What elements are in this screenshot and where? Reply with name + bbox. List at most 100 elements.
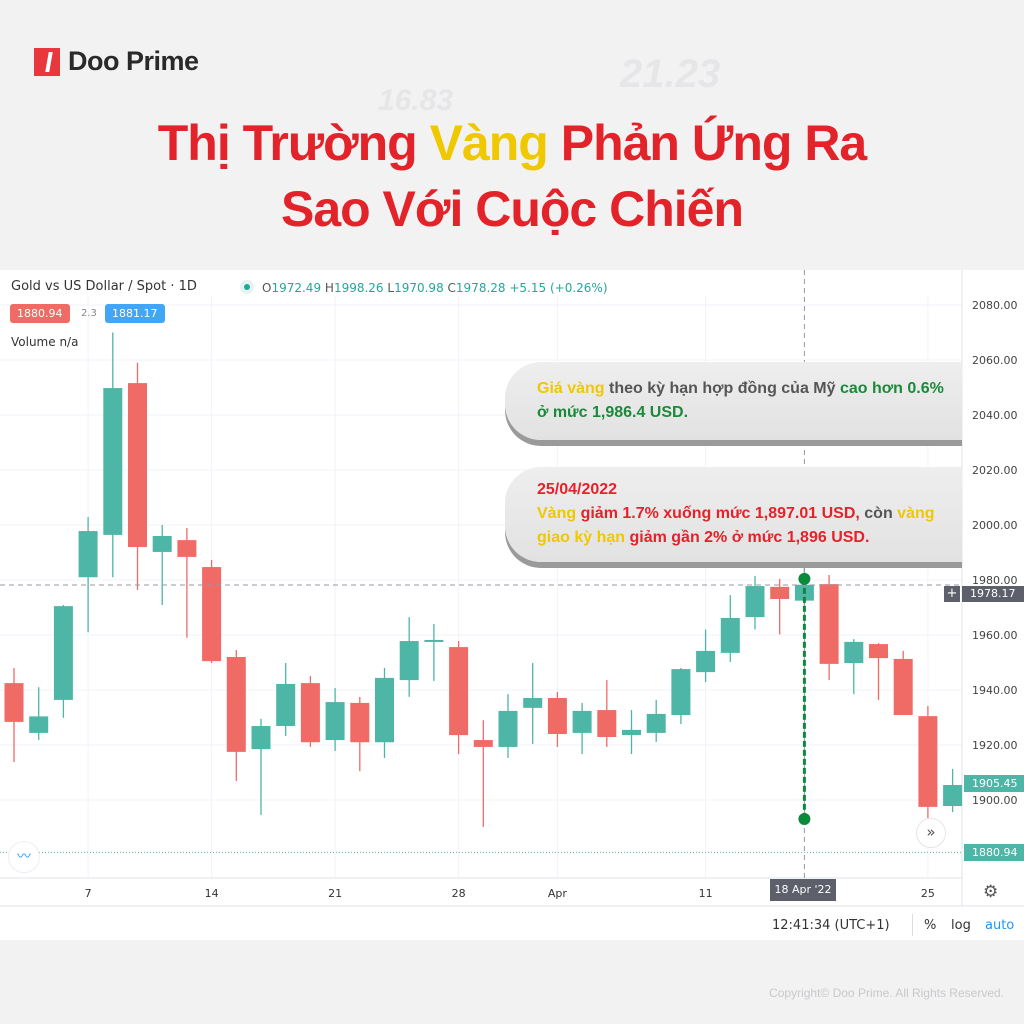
close-value: 1978.28 [455,281,506,295]
annotation-bubble-futures: Giá vàng theo kỳ hạn hợp đồng của Mỹ cao… [505,362,962,440]
y-tick-label: 1900.00 [972,794,1018,807]
x-tick-label: 7 [85,887,92,900]
price-drop-marker-end [798,812,811,825]
x-tick-label: 21 [328,887,342,900]
y-tick-label: 2020.00 [972,464,1018,477]
candle-body [424,639,444,642]
volume-indicator[interactable]: Volume n/a [11,335,79,349]
candle-body [696,650,716,673]
scroll-to-latest-icon[interactable]: » [916,818,946,848]
candle-body [202,567,222,662]
crosshair-date-label: 18 Apr '22 [770,879,836,901]
percent-scale-toggle[interactable]: % [924,918,937,933]
headline-text: Thị Trường [157,115,430,171]
y-tick-label: 1920.00 [972,739,1018,752]
candle-body [745,586,765,618]
candle-body [449,647,469,736]
candle-body [350,702,370,743]
log-scale-toggle[interactable]: log [951,918,971,933]
headline-text: Phản Ứng Ra [547,115,868,171]
crosshair-price: 1978.17 [970,587,1016,600]
candle-body [869,644,888,659]
watermark-number: 21.23 [620,52,721,96]
brand-name: Doo Prime [68,46,199,76]
last-price-label: 1905.45 [964,775,1024,792]
candle-body [399,641,419,681]
candle-body [53,606,73,700]
y-tick-label: 2000.00 [972,519,1018,532]
y-tick-label: 1980.00 [972,574,1018,587]
candle-body [251,726,271,750]
candle-body [103,388,123,535]
candle-body [78,531,98,578]
x-tick-label: 14 [205,887,219,900]
x-tick-label: Apr [548,887,568,900]
market-status-icon [240,280,254,294]
candle-body [375,677,394,743]
candle-body [918,716,938,807]
candle-body [128,383,147,547]
y-tick-label: 1940.00 [972,684,1018,697]
change-value: +5.15 (+0.26%) [509,281,608,295]
y-tick-label: 2080.00 [972,299,1018,312]
candle-body [622,729,641,736]
low-label: L [387,281,395,295]
settings-gear-icon[interactable]: ⚙ [983,882,999,902]
candle-body [597,710,617,738]
y-tick-label: 1960.00 [972,629,1018,642]
annotation-text-part: theo kỳ hạn hợp đồng của Mỹ [604,380,840,397]
copyright: Copyright© Doo Prime. All Rights Reserve… [769,986,1004,1000]
spread-value: 2.3 [81,308,97,319]
candle-body [547,697,567,734]
candle-body [473,740,493,747]
candle-body [943,785,963,807]
candle-body [4,683,24,722]
bid-price-label: 1880.94 [964,844,1024,861]
tradingview-logo-icon[interactable]: 〰 [8,841,40,873]
timezone-clock[interactable]: 12:41:34 (UTC+1) [772,918,890,933]
candle-body [300,683,320,743]
ohlc-readout: O1972.49 H1998.26 L1970.98 C1978.28 +5.1… [262,281,608,295]
candle-body [572,710,592,733]
candle-body [177,540,197,557]
brand-logo: Doo Prime [34,46,199,77]
add-plus-icon[interactable]: + [944,586,960,602]
candle-body [325,702,345,741]
candle-body [893,658,913,716]
auto-scale-toggle[interactable]: auto [985,918,1015,933]
high-label: H [324,281,334,295]
candle-body [498,710,518,747]
price-drop-marker-start [798,572,811,585]
sell-price-button[interactable]: 1880.94 [10,304,70,323]
y-tick-label: 2060.00 [972,354,1018,367]
candle-body [646,713,666,733]
buy-price-button[interactable]: 1881.17 [105,304,165,323]
headline-line-2: Sao Với Cuộc Chiến [280,181,744,237]
annotation-text-part: cao hơn 0.6% ở mức 1,986.4 USD. [537,380,944,421]
candle-body [523,697,543,708]
headline-highlight: Vàng [429,115,549,171]
candle-body [770,586,790,599]
x-tick-label: 25 [921,887,935,900]
close-label: C [447,281,456,295]
doo-prime-logo-icon [34,47,60,76]
symbol-title[interactable]: Gold vs US Dollar / Spot · 1D [11,279,197,294]
annotation-text-part: giảm 1.7% xuống mức 1,897.01 USD, [576,505,865,522]
candle-body [276,683,296,727]
y-tick-label: 2040.00 [972,409,1018,422]
headline-line-1: Thị Trường Vàng Phản Ứng Ra [0,110,1024,176]
candle-body [226,657,246,752]
annotation-bubble-drop: 25/04/2022 Vàng giảm 1.7% xuống mức 1,89… [505,467,962,562]
candle-body [152,536,172,552]
annotation-date: 25/04/2022 [537,481,618,498]
divider [912,914,913,936]
candle-body [29,716,49,733]
candle-body [844,641,864,664]
candle-body [671,669,691,716]
annotation-text-part: Giá vàng [537,380,605,397]
open-label: O [262,281,272,295]
crosshair-price-label: + 1978.17 [944,586,1024,602]
annotation-text-part: Vàng [537,505,577,522]
annotation-text: Vàng giảm 1.7% xuống mức 1,897.01 USD, c… [537,502,946,550]
